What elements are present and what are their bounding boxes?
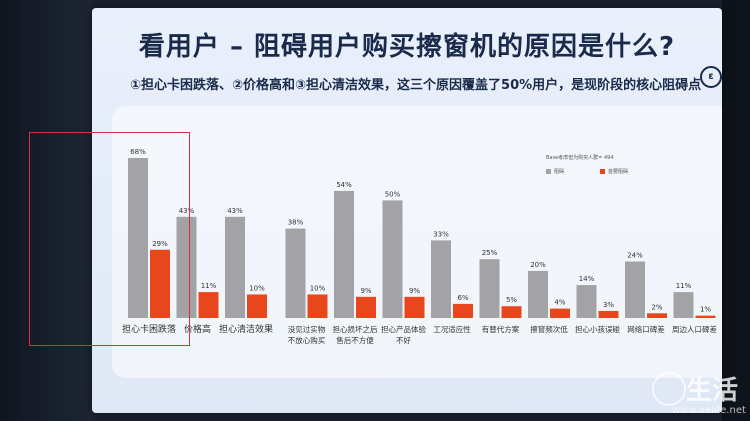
legend-item-primary-obstacle: 首要阻碍 bbox=[600, 168, 628, 175]
bar-obstacle-6 bbox=[431, 240, 451, 318]
bar-primary-obstacle-1 bbox=[198, 292, 219, 318]
category-label-5: 担心产品体验不好 bbox=[381, 324, 426, 345]
category-label-0: 担心卡困跌落 bbox=[122, 323, 176, 335]
monitor-bezel-left bbox=[0, 0, 92, 421]
data-label-1-1: 11% bbox=[201, 282, 217, 290]
bar-obstacle-9 bbox=[576, 285, 597, 318]
category-label-4: 担心损坏之后售后不方便 bbox=[333, 324, 378, 345]
bar-primary-obstacle-5 bbox=[404, 296, 425, 318]
bar-obstacle-8 bbox=[528, 270, 548, 318]
data-label-0-1: 43% bbox=[179, 207, 195, 215]
slide-title: 看用户 – 阻碍用户购买擦窗机的原因是什么? bbox=[138, 32, 676, 62]
bar-primary-obstacle-6 bbox=[453, 303, 473, 318]
monitor-bezel-right bbox=[722, 0, 750, 421]
bar-obstacle-0 bbox=[128, 158, 148, 318]
watermark-logo-icon bbox=[652, 372, 686, 406]
data-label-1-10: 2% bbox=[651, 303, 662, 311]
watermark-url: www.aelife.net bbox=[672, 405, 746, 416]
category-label-2: 担心清洁效果 bbox=[219, 323, 273, 335]
data-label-0-10: 24% bbox=[627, 252, 643, 260]
bar-obstacle-7 bbox=[479, 259, 500, 318]
base-note: Base考虑但为购买人群= 494 bbox=[546, 155, 614, 161]
presentation-slide: 看用户 – 阻碍用户购买擦窗机的原因是什么? ①担心卡困跌落、②价格高和③担心清… bbox=[92, 8, 722, 413]
data-label-1-11: 1% bbox=[700, 306, 711, 314]
data-label-0-9: 14% bbox=[579, 275, 595, 283]
category-label-8: 擦窗频次低 bbox=[530, 324, 568, 334]
data-label-0-2: 43% bbox=[227, 207, 243, 215]
category-label-10: 网络口碑差 bbox=[627, 324, 665, 334]
data-label-1-7: 5% bbox=[506, 296, 517, 304]
bar-primary-obstacle-4 bbox=[356, 296, 376, 318]
legend-swatch-obstacle bbox=[546, 169, 551, 174]
data-label-1-4: 9% bbox=[360, 287, 371, 295]
brand-logo-icon: ε bbox=[700, 66, 722, 88]
category-label-1: 价格高 bbox=[184, 323, 211, 335]
legend-label-primary-obstacle: 首要阻碍 bbox=[608, 169, 629, 175]
chart-legend-secondary: 首要阻碍 bbox=[600, 158, 628, 175]
data-label-0-6: 33% bbox=[433, 230, 449, 238]
data-label-0-11: 11% bbox=[676, 282, 692, 290]
slide-subtitle: ①担心卡困跌落、②价格高和③担心清洁效果，这三个原因覆盖了50%用户，是现阶段的… bbox=[130, 78, 702, 93]
bar-primary-obstacle-0 bbox=[150, 249, 170, 318]
data-label-1-6: 6% bbox=[457, 294, 468, 302]
data-label-0-4: 54% bbox=[336, 181, 352, 189]
data-label-1-9: 3% bbox=[603, 301, 614, 309]
data-label-0-3: 38% bbox=[288, 219, 304, 227]
bar-obstacle-2 bbox=[225, 216, 245, 318]
legend-item-obstacle: 阻碍 bbox=[546, 168, 564, 175]
legend-swatch-primary-obstacle bbox=[600, 169, 605, 174]
data-label-0-5: 50% bbox=[385, 190, 401, 198]
category-label-6: 工况适应性 bbox=[433, 324, 471, 334]
bar-primary-obstacle-11 bbox=[695, 315, 716, 318]
bar-primary-obstacle-7 bbox=[501, 306, 522, 318]
data-label-1-3: 10% bbox=[310, 284, 326, 292]
bar-obstacle-1 bbox=[176, 216, 197, 318]
watermark-text: 生活 bbox=[686, 376, 739, 406]
data-label-1-0: 29% bbox=[152, 240, 168, 248]
category-label-9: 担心小孩误碰 bbox=[575, 324, 620, 334]
category-label-11: 周边人口碑差 bbox=[672, 324, 717, 334]
category-label-7: 有替代方案 bbox=[482, 324, 520, 334]
bar-obstacle-5 bbox=[382, 200, 403, 318]
data-label-0-7: 25% bbox=[482, 249, 498, 257]
bar-primary-obstacle-3 bbox=[307, 294, 328, 318]
category-label-3: 没见过实物不放心购买 bbox=[288, 324, 326, 345]
bar-primary-obstacle-9 bbox=[598, 310, 619, 318]
data-label-0-8: 20% bbox=[530, 261, 546, 269]
bar-obstacle-3 bbox=[285, 228, 306, 318]
bar-primary-obstacle-2 bbox=[247, 294, 267, 318]
bar-primary-obstacle-10 bbox=[647, 313, 667, 318]
chart-legend: 阻碍 bbox=[546, 158, 564, 175]
bar-primary-obstacle-8 bbox=[550, 308, 570, 318]
data-label-0-0: 68% bbox=[130, 148, 146, 156]
data-label-1-5: 9% bbox=[409, 287, 420, 295]
bar-obstacle-10 bbox=[625, 261, 645, 318]
data-label-1-2: 10% bbox=[249, 284, 265, 292]
chart-panel bbox=[112, 106, 722, 378]
bar-obstacle-11 bbox=[673, 292, 694, 318]
legend-label-obstacle: 阻碍 bbox=[554, 169, 565, 175]
bar-obstacle-4 bbox=[334, 190, 354, 318]
core-obstacles-highlight-box bbox=[29, 132, 190, 346]
data-label-1-8: 4% bbox=[554, 299, 565, 307]
